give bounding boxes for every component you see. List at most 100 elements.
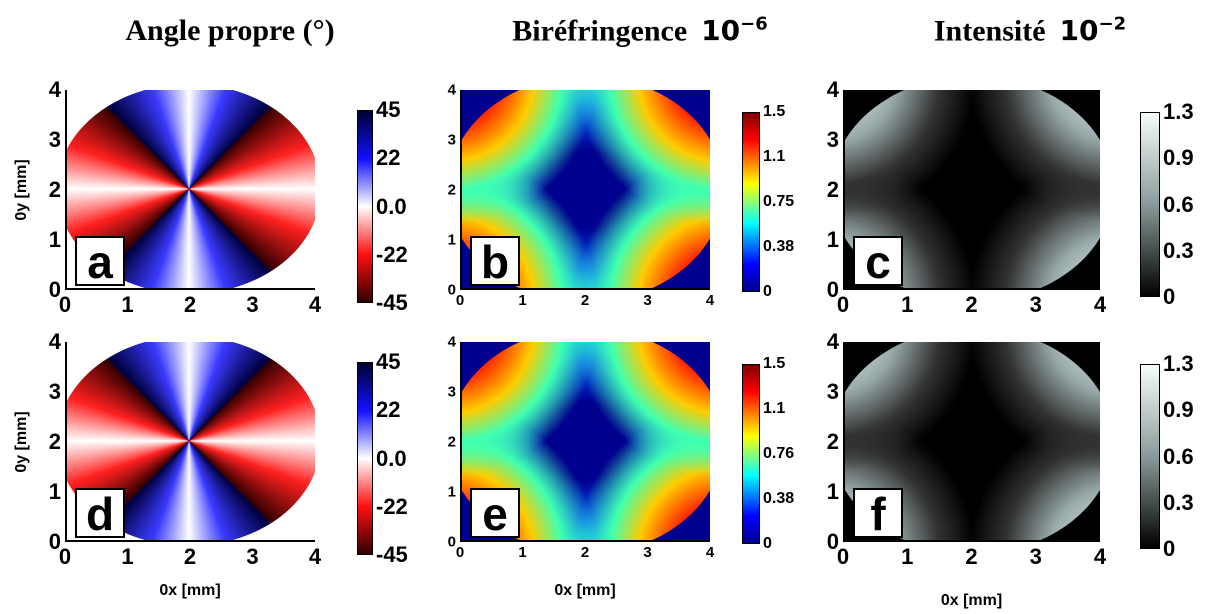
colorbar-tick-label: 1.3	[1163, 99, 1194, 124]
title: Intensité 10−2	[934, 14, 1126, 48]
colorbar-tick-label: 0	[1163, 536, 1176, 561]
colorbar-tick-label: 1.5	[763, 355, 786, 372]
x-tick-label: 0	[455, 292, 465, 309]
x-tick-label: 1	[901, 544, 914, 569]
colorbar-tick-label: 0.75	[763, 193, 795, 210]
x-tick-label: 1	[518, 292, 527, 309]
y-tick-label: 1	[447, 231, 456, 249]
x-tick-label: 2	[183, 292, 197, 317]
x-tick-label: 3	[1029, 292, 1042, 317]
x-tick-label: 1	[901, 292, 914, 317]
title: Biréfringence 10−6	[512, 14, 768, 48]
y-tick-label: 1	[48, 479, 61, 504]
colorbar-tick-label: 0.38	[763, 490, 795, 507]
y-tick-label: 2	[826, 429, 839, 454]
y-tick-label: 3	[447, 383, 456, 401]
colorbar-tick-label: 0.9	[1163, 145, 1194, 171]
x-tick-label: 4	[1093, 544, 1107, 569]
y-tick-label: 2	[447, 181, 456, 199]
panel-label: f	[853, 488, 903, 538]
colorbar-tick-label: 0.6	[1163, 191, 1194, 217]
colorbar-tick-label: 0	[763, 535, 772, 552]
panel-label: c	[853, 236, 903, 286]
y-tick-label: 2	[48, 177, 61, 202]
x-tick-label: 4	[308, 292, 322, 317]
x-tick-label: 3	[1029, 544, 1042, 569]
y-tick-label: 0	[826, 277, 839, 302]
title-text: Intensité	[933, 14, 1046, 48]
colorbar-tick-label: 22	[376, 145, 401, 171]
colorbar-tick-label: 0.38	[763, 238, 795, 255]
x-tick-label: 3	[246, 292, 259, 317]
y-tick-label: 1	[826, 227, 839, 252]
colorbar	[357, 362, 373, 555]
x-tick-label: 2	[965, 292, 978, 317]
x-axis-label: 0x [mm]	[554, 582, 616, 599]
colorbar-tick-label: 22	[376, 397, 401, 423]
unit-base: 10	[701, 14, 741, 48]
y-tick-label: 1	[447, 483, 456, 501]
colorbar-tick-label: 1.1	[763, 148, 786, 165]
x-tick-label: 3	[643, 292, 652, 309]
x-tick-label: 0	[58, 292, 72, 317]
title-text: Biréfringence	[512, 14, 688, 48]
x-tick-label: 2	[965, 544, 978, 569]
heatmap-image	[845, 90, 1100, 288]
x-tick-label: 0	[455, 544, 465, 561]
y-tick-label: 0	[826, 529, 839, 554]
colorbar-tick-label: 0.3	[1163, 489, 1194, 515]
colorbar-tick-label: 0.0	[376, 445, 407, 471]
panel-label: e	[470, 488, 520, 538]
x-axis-label: 0x [mm]	[159, 582, 221, 599]
colorbar-tick-label: 1.1	[763, 400, 786, 417]
x-tick-label: 1	[518, 544, 527, 561]
colorbar	[742, 364, 760, 544]
x-tick-label: 0	[58, 544, 72, 569]
y-tick-label: 3	[48, 379, 61, 404]
title: Angle propre (°)	[125, 14, 334, 48]
title-text: Angle propre (°)	[125, 14, 335, 47]
colorbar	[1140, 112, 1160, 297]
y-tick-label: 3	[48, 127, 61, 152]
y-tick-label: 4	[447, 81, 456, 99]
colorbar-tick-label: 45	[376, 97, 401, 122]
y-tick-label: 1	[826, 479, 839, 504]
colorbar-tick-label: -45	[376, 290, 408, 315]
y-axis-label: 0y [mm]	[13, 159, 30, 221]
heatmap	[843, 90, 1100, 290]
y-tick-label: 3	[826, 379, 839, 404]
y-tick-label: 1	[48, 227, 61, 252]
y-tick-label: 4	[447, 333, 456, 351]
x-axis-label: 0x [mm]	[940, 592, 1003, 609]
x-tick-label: 4	[705, 292, 715, 309]
colorbar	[742, 112, 760, 292]
colorbar-tick-label: 0	[763, 283, 772, 300]
x-tick-label: 3	[246, 544, 259, 569]
colorbar-tick-label: 1.3	[1163, 351, 1194, 376]
unit-exponent: −2	[1098, 14, 1127, 35]
x-tick-label: 1	[121, 292, 134, 317]
y-axis-label: 0y [mm]	[13, 411, 30, 473]
panel-label: a	[75, 236, 125, 286]
colorbar-tick-label: 0.0	[376, 193, 407, 219]
x-tick-label: 2	[580, 544, 590, 561]
y-tick-label: 2	[447, 433, 456, 451]
colorbar-tick-label: 0.9	[1163, 397, 1194, 423]
x-tick-label: 4	[308, 544, 322, 569]
colorbar-tick-label: 0.76	[763, 445, 795, 462]
x-tick-label: 4	[705, 544, 715, 561]
panel-label: b	[470, 236, 520, 286]
x-tick-label: 2	[183, 544, 197, 569]
x-tick-label: 0	[836, 292, 850, 317]
colorbar-tick-label: 0.6	[1163, 443, 1194, 469]
panel-label: d	[75, 488, 125, 538]
y-tick-label: 3	[826, 127, 839, 152]
x-tick-label: 2	[580, 292, 590, 309]
colorbar	[357, 110, 373, 303]
y-tick-label: 0	[48, 529, 61, 554]
unit-base: 10	[1059, 14, 1099, 48]
colorbar-tick-label: -45	[376, 542, 408, 567]
y-tick-label: 2	[826, 177, 839, 202]
colorbar-tick-label: 0.3	[1163, 237, 1194, 263]
